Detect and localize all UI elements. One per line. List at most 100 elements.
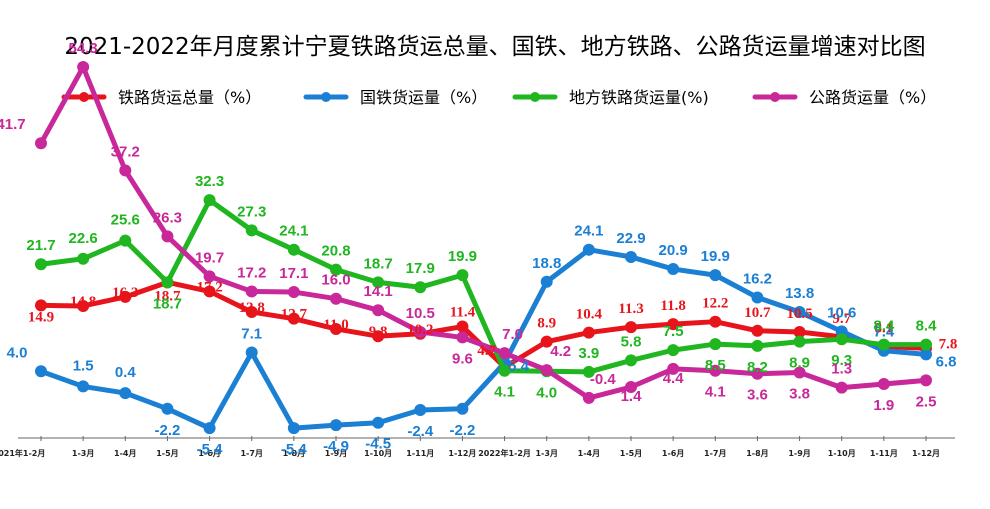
x-tick-label: 1-12月 — [448, 449, 476, 458]
data-label: 3.9 — [578, 345, 599, 362]
data-label: 8.1 — [874, 320, 893, 336]
data-label: 4.0 — [536, 384, 557, 401]
data-label: 9.7 — [832, 311, 851, 327]
data-point — [835, 381, 848, 394]
data-label: 10.2 — [407, 322, 433, 338]
chart-title: 2021-2022年月度累计宁夏铁路货运总量、国铁、地方铁路、公路货运量增速对比… — [64, 34, 925, 60]
data-label: 7.0 — [502, 326, 523, 343]
data-label: 1.5 — [73, 357, 94, 374]
data-point — [372, 330, 385, 343]
data-point — [709, 315, 722, 328]
data-point — [372, 304, 385, 317]
data-point — [161, 276, 174, 289]
data-point — [414, 325, 427, 338]
x-tick-label: 1-4月 — [578, 449, 600, 458]
data-label: 54.3 — [69, 40, 98, 57]
data-label: 18.7 — [154, 288, 181, 304]
data-label: 37.2 — [111, 143, 140, 160]
data-label: 1.3 — [831, 361, 852, 378]
data-point — [540, 275, 553, 288]
data-label: 4.4 — [663, 370, 685, 387]
data-label: 7.5 — [663, 323, 684, 340]
data-point — [35, 299, 47, 312]
x-tick-label: 1-7月 — [704, 449, 726, 458]
data-label: -5.4 — [197, 441, 224, 458]
data-point — [877, 338, 890, 351]
data-label: 22.9 — [616, 230, 645, 247]
data-point — [625, 250, 637, 263]
data-label: -2.2 — [449, 422, 475, 439]
data-point — [161, 402, 174, 415]
data-point — [751, 367, 764, 380]
data-label: 1.9 — [873, 397, 894, 414]
data-point — [372, 276, 385, 289]
data-point — [245, 346, 258, 359]
data-label: 18.8 — [532, 255, 561, 272]
data-point — [751, 291, 764, 304]
data-label: 27.3 — [237, 203, 266, 220]
x-tick-label: 1-8月 — [746, 449, 768, 458]
data-label: 5.4 — [508, 358, 530, 375]
data-point — [582, 391, 595, 404]
x-tick-label: 1-11月 — [406, 449, 434, 458]
data-point — [203, 285, 216, 298]
legend-label: 铁路货运总量（%） — [118, 88, 261, 107]
data-label: 17.1 — [279, 265, 308, 282]
data-label: 14.8 — [70, 294, 96, 310]
x-tick-label: 1-9月 — [325, 449, 347, 458]
data-label: 24.1 — [279, 223, 308, 240]
x-tick-label: 1-5月 — [156, 449, 178, 458]
data-label: 18.7 — [153, 295, 182, 312]
data-label: 17.2 — [237, 264, 266, 281]
data-point — [920, 338, 932, 351]
data-point — [920, 374, 932, 387]
series-line — [38, 197, 929, 375]
data-point — [119, 387, 132, 400]
data-point — [625, 354, 637, 367]
data-point — [793, 306, 806, 319]
data-label: 0.4 — [115, 364, 137, 381]
data-label: 21.7 — [26, 237, 55, 254]
data-point — [456, 320, 469, 333]
data-label: 9.8 — [369, 324, 388, 340]
data-point — [330, 263, 342, 276]
data-point — [751, 324, 764, 337]
legend-swatch-marker — [321, 92, 331, 102]
data-point — [161, 230, 174, 243]
data-label: 11.3 — [618, 301, 643, 317]
data-point — [751, 339, 764, 352]
data-label: 22.6 — [69, 230, 98, 247]
x-tick-label: 1-4月 — [114, 449, 136, 458]
legend-label: 国铁货运量（%） — [360, 88, 487, 107]
data-point — [245, 285, 258, 298]
data-point — [793, 335, 806, 348]
data-label: 4.0 — [7, 344, 28, 361]
data-point — [709, 338, 722, 351]
data-label: 10.6 — [827, 304, 856, 321]
data-label: 2.5 — [916, 393, 937, 410]
data-label: 18.7 — [364, 255, 393, 272]
data-point — [625, 381, 637, 394]
x-tick-label: 1-12月 — [912, 449, 940, 458]
data-label: 11.8 — [660, 298, 685, 314]
data-point — [920, 348, 932, 361]
data-point — [77, 380, 90, 393]
data-point — [119, 290, 132, 303]
data-point — [330, 292, 342, 305]
x-tick-label: 1-8月 — [283, 449, 305, 458]
data-point — [287, 286, 300, 299]
data-label: 10.5 — [786, 306, 812, 322]
data-point — [287, 243, 300, 256]
series-group — [35, 60, 932, 435]
data-label: 8.2 — [747, 359, 768, 376]
data-point — [456, 402, 469, 415]
data-point — [414, 404, 427, 417]
data-label: 20.8 — [321, 243, 350, 260]
data-label: 8.9 — [537, 316, 556, 332]
data-label: 11.0 — [323, 317, 348, 333]
data-label: 19.9 — [448, 248, 477, 265]
data-label: 8.4 — [873, 318, 895, 335]
x-tick-label: 2021年1-2月 — [0, 448, 45, 458]
data-point — [119, 164, 132, 177]
data-label: 8.9 — [789, 355, 810, 372]
